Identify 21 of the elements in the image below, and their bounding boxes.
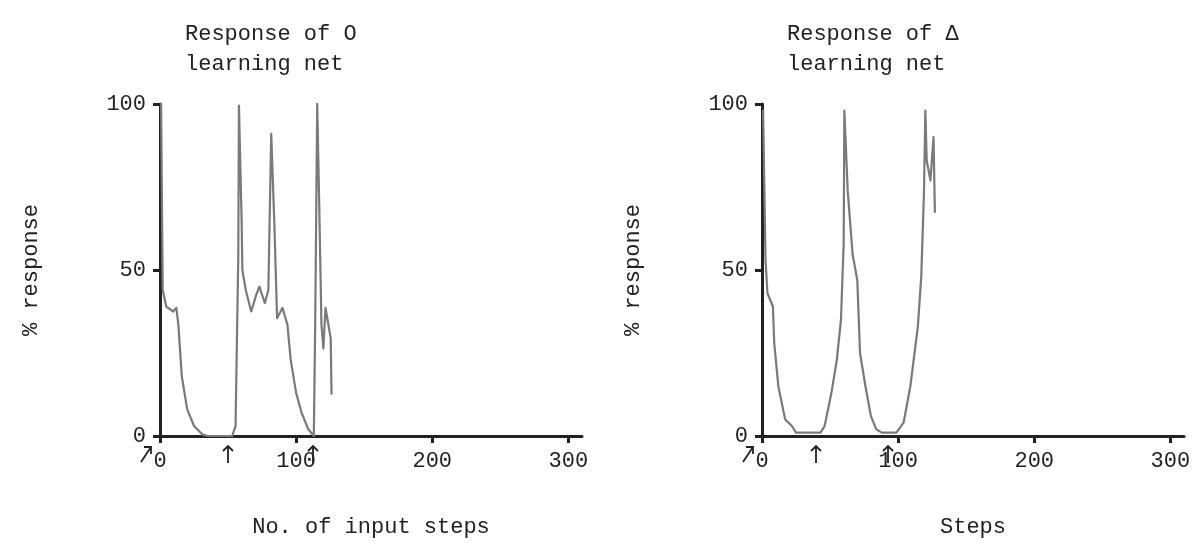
x-axis-title: No. of input steps	[252, 514, 490, 540]
x-tick-label: 200	[1014, 448, 1055, 474]
y-axis-title: % response	[620, 203, 646, 337]
chart-title: Response of O learning net	[185, 21, 370, 77]
y-tick-label: 0	[734, 423, 748, 449]
y-axis-title: % response	[18, 203, 44, 337]
x-tick-label: 0	[153, 448, 167, 474]
y-tick-label: 0	[132, 423, 146, 449]
chart-title: Response of Δ learning net	[787, 21, 972, 77]
line-series	[761, 109, 936, 434]
y-tick-label: 100	[708, 91, 748, 117]
x-tick-label: 300	[1150, 448, 1191, 474]
x-tick-label: 200	[412, 448, 453, 474]
x-tick-label: 100	[878, 448, 918, 474]
x-tick-label: 100	[276, 448, 316, 474]
x-tick-label: 0	[755, 448, 769, 474]
y-tick-label: 50	[119, 257, 146, 283]
x-tick-label: 300	[548, 448, 589, 474]
y-tick-label: 100	[106, 91, 146, 117]
y-tick-label: 50	[721, 257, 748, 283]
x-axis-title: Steps	[939, 514, 1007, 540]
